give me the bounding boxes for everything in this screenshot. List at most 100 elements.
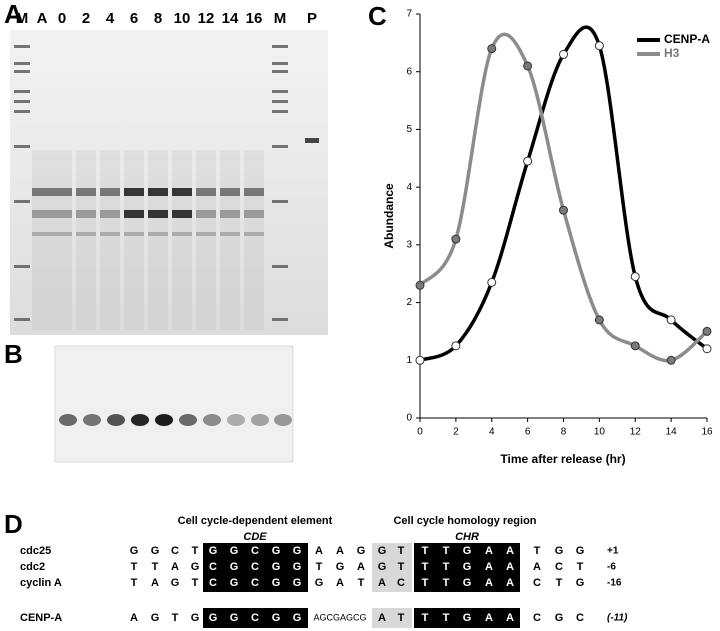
base: A <box>171 561 179 573</box>
base: A <box>336 545 344 557</box>
marker-band <box>14 62 30 65</box>
marker-band <box>272 45 288 48</box>
lane-smear <box>32 150 52 330</box>
gel-band <box>148 188 168 196</box>
chr-label: CHR <box>455 531 479 543</box>
base: A <box>130 612 138 624</box>
base: G <box>191 612 200 624</box>
base: A <box>151 577 159 589</box>
lane-label: 8 <box>154 10 162 27</box>
base: G <box>230 545 239 557</box>
lane-smear <box>76 150 96 330</box>
gel-band <box>172 188 192 196</box>
marker-band <box>14 110 30 113</box>
base: G <box>576 577 585 589</box>
panel-letter: B <box>4 339 23 369</box>
lane-label: 4 <box>106 10 115 27</box>
base: C <box>251 561 259 573</box>
base: C <box>397 577 405 589</box>
position: -16 <box>607 578 622 589</box>
base: T <box>192 545 199 557</box>
base: G <box>191 561 200 573</box>
blot-band <box>251 414 269 426</box>
series-line <box>418 32 709 363</box>
x-tick-label: 2 <box>453 427 459 438</box>
base: T <box>398 612 405 624</box>
base: G <box>555 612 564 624</box>
y-tick-label: 7 <box>406 9 412 20</box>
y-tick-label: 2 <box>406 297 412 308</box>
base: T <box>172 612 179 624</box>
gel-band <box>172 210 192 218</box>
gel-band <box>124 188 144 196</box>
gel-band <box>100 210 120 218</box>
base: C <box>209 577 217 589</box>
base: A <box>506 545 514 557</box>
data-point <box>523 156 533 166</box>
base: A <box>506 612 514 624</box>
marker-band <box>272 145 288 148</box>
base: C <box>251 612 259 624</box>
base: G <box>151 545 160 557</box>
marker-band <box>14 318 30 321</box>
base: G <box>272 545 281 557</box>
gel-band <box>172 232 192 236</box>
gel-band <box>148 210 168 218</box>
gel-band <box>124 232 144 236</box>
base: G <box>209 612 218 624</box>
y-axis-label: Abundance <box>382 183 396 249</box>
base: T <box>131 577 138 589</box>
base: G <box>293 545 302 557</box>
base: G <box>357 545 366 557</box>
gel-band <box>244 232 264 236</box>
position: (-11) <box>607 613 628 624</box>
data-point <box>666 315 676 325</box>
base: T <box>358 577 365 589</box>
base: G <box>293 577 302 589</box>
data-point <box>630 341 640 351</box>
base: C <box>171 545 179 557</box>
data-point <box>559 205 568 215</box>
lane-smear <box>220 150 240 330</box>
marker-band <box>272 62 288 65</box>
gel-band <box>32 188 52 196</box>
data-point <box>523 61 533 71</box>
lane-smear <box>124 150 144 330</box>
data-point <box>594 315 604 325</box>
blot-band <box>227 414 245 426</box>
x-tick-label: 8 <box>561 427 567 438</box>
base: G <box>555 545 564 557</box>
gray-box <box>372 608 412 628</box>
data-point <box>702 326 712 336</box>
base: T <box>131 561 138 573</box>
x-axis-label: Time after release (hr) <box>500 452 625 466</box>
data-point <box>415 355 425 365</box>
spacer-sequence: AGCGAGCG <box>313 612 366 622</box>
base: T <box>398 545 405 557</box>
gel-band <box>76 188 96 196</box>
base: G <box>230 577 239 589</box>
gel-band <box>100 188 120 196</box>
lane-label: 2 <box>82 10 90 27</box>
cde-box <box>203 543 308 592</box>
base: T <box>316 561 323 573</box>
base: C <box>251 545 259 557</box>
lane-label: 6 <box>130 10 138 27</box>
chr-box <box>414 608 520 628</box>
data-point <box>415 280 425 290</box>
lane-label: A <box>37 10 48 27</box>
marker-band <box>272 100 288 103</box>
x-tick-label: 0 <box>417 427 423 438</box>
lane-smear <box>244 150 264 330</box>
position: +1 <box>607 546 619 557</box>
base: A <box>336 577 344 589</box>
base: G <box>463 545 472 557</box>
gel-band <box>220 210 240 218</box>
gel-band <box>220 232 240 236</box>
data-point <box>487 277 497 287</box>
y-tick-label: 4 <box>406 182 412 193</box>
base: G <box>130 545 139 557</box>
base: T <box>534 545 541 557</box>
marker-band <box>272 200 288 203</box>
